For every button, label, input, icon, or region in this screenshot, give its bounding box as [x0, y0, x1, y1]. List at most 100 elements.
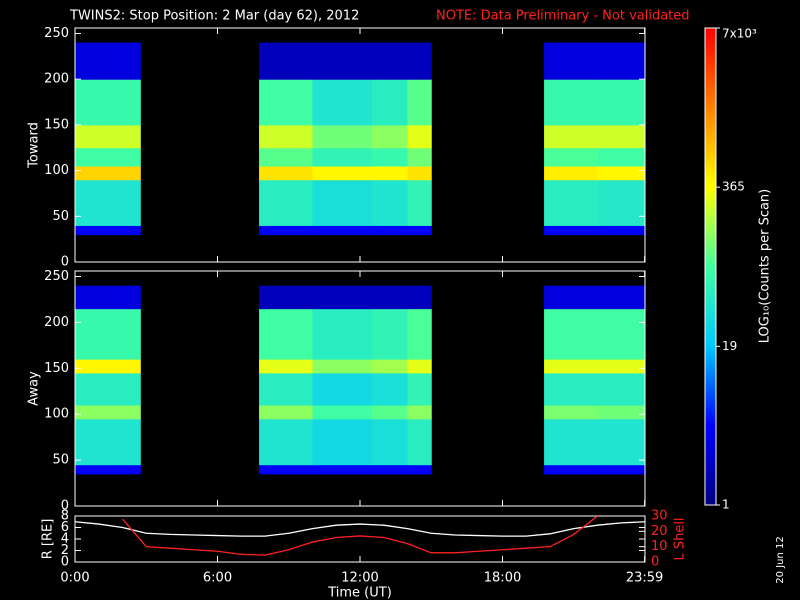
x-tick-label: 6:00 — [203, 571, 232, 586]
heatmap-cell — [371, 308, 408, 360]
heatmap-cell — [259, 179, 313, 226]
heatmap-cell — [544, 79, 598, 126]
heatmap-cell — [259, 124, 313, 149]
colorbar — [704, 27, 717, 506]
heatmap-cell — [312, 285, 373, 310]
heatmap-cell — [544, 42, 598, 80]
heatmap-cell — [407, 285, 432, 310]
y-tick-label: 150 — [44, 361, 69, 376]
heatmap-cell — [312, 308, 373, 360]
heatmap-cell — [597, 147, 646, 167]
heatmap-cell — [259, 147, 313, 167]
heatmap-cell — [407, 79, 432, 126]
heatmap-cell — [407, 372, 432, 406]
heatmap-cell — [407, 359, 432, 374]
x-tick-label: 18:00 — [484, 571, 521, 586]
heatmap-cell — [312, 372, 373, 406]
heatmap-cell — [544, 359, 598, 374]
heatmap-cell — [544, 124, 598, 149]
heatmap-cell — [544, 166, 598, 181]
heatmap-cell — [407, 147, 432, 167]
y-tick-label: 20 — [651, 524, 668, 539]
heatmap-cell — [407, 405, 432, 420]
series-line — [122, 516, 598, 556]
heatmap-cell — [371, 464, 408, 475]
heatmap-cell — [407, 308, 432, 360]
y-tick-label: 50 — [52, 453, 69, 468]
y-tick-label: 250 — [44, 26, 69, 41]
heatmap-cell — [259, 166, 313, 181]
heatmap-cell — [75, 372, 141, 406]
y-tick-label: 200 — [44, 72, 69, 87]
heatmap-cell — [259, 359, 313, 374]
heatmap-cell — [597, 42, 646, 80]
plot-frame — [74, 515, 646, 563]
heatmap-cell — [407, 166, 432, 181]
y-tick-label: 100 — [44, 163, 69, 178]
heatmap-cell — [407, 179, 432, 226]
heatmap-cell — [407, 124, 432, 149]
y-tick-label: 2 — [61, 543, 69, 558]
y-tick-label: 0 — [61, 499, 69, 514]
heatmap-cell — [312, 124, 373, 149]
colorbar-tick-label: 19 — [722, 339, 737, 353]
heatmap-cell — [371, 42, 408, 80]
heatmap-cell — [312, 179, 373, 226]
heatmap-cell — [259, 42, 313, 80]
y-tick-label: 200 — [44, 315, 69, 330]
colorbar-label: LOG₁₀(Counts per Scan) — [758, 189, 773, 344]
heatmap-cell — [544, 285, 598, 310]
heatmap-cell — [312, 359, 373, 374]
heatmap-cell — [597, 405, 646, 420]
heatmap-cell — [371, 79, 408, 126]
heatmap-cell — [312, 464, 373, 475]
heatmap-cell — [597, 418, 646, 466]
series-line — [75, 521, 645, 537]
heatmap-cell — [259, 464, 313, 475]
heatmap-cell — [312, 405, 373, 420]
chart-title: TWINS2: Stop Position: 2 Mar (day 62), 2… — [69, 9, 359, 24]
heatmap-cell — [544, 308, 598, 360]
heatmap-cell — [259, 418, 313, 466]
heatmap-cell — [544, 147, 598, 167]
heatmap-cell — [407, 418, 432, 466]
colorbar-tick-label: 365 — [722, 180, 745, 194]
heatmap-cell — [371, 372, 408, 406]
heatmap-cell — [259, 79, 313, 126]
heatmap-cell — [597, 124, 646, 149]
heatmap-cell — [544, 179, 598, 226]
heatmap-cell — [75, 418, 141, 466]
heatmap-cell — [75, 166, 141, 181]
heatmap-cell — [75, 464, 141, 475]
heatmap-cell — [597, 179, 646, 226]
heatmap-cell — [259, 405, 313, 420]
y-tick-label: 150 — [44, 117, 69, 132]
colorbar-tick-label: 7x10³ — [722, 27, 757, 41]
y-tick-label: 100 — [44, 407, 69, 422]
heatmap-cell — [597, 359, 646, 374]
y-tick-label: 30 — [651, 509, 668, 524]
heatmap-cell — [259, 308, 313, 360]
x-axis-label: Time (UT) — [327, 586, 392, 600]
heatmap-cell — [407, 42, 432, 80]
y-axis-label: Toward — [27, 122, 42, 169]
heatmap-cell — [597, 308, 646, 360]
y-tick-label: 250 — [44, 269, 69, 284]
y-tick-label: 0 — [651, 555, 659, 570]
heatmap-cell — [259, 225, 313, 236]
line-group — [75, 516, 645, 556]
heatmap-cell — [371, 179, 408, 226]
heatmap-cell — [312, 225, 373, 236]
heatmap-cell — [312, 147, 373, 167]
heatmap-cell — [75, 124, 141, 149]
heatmap-cell — [544, 372, 598, 406]
heatmap-cell — [544, 405, 598, 420]
heatmap-cell — [259, 372, 313, 406]
heatmap-cell — [371, 225, 408, 236]
heatmap-cell — [371, 418, 408, 466]
y-tick-label: 4 — [61, 532, 69, 547]
heatmap-cell — [75, 179, 141, 226]
heatmap-cell — [597, 372, 646, 406]
